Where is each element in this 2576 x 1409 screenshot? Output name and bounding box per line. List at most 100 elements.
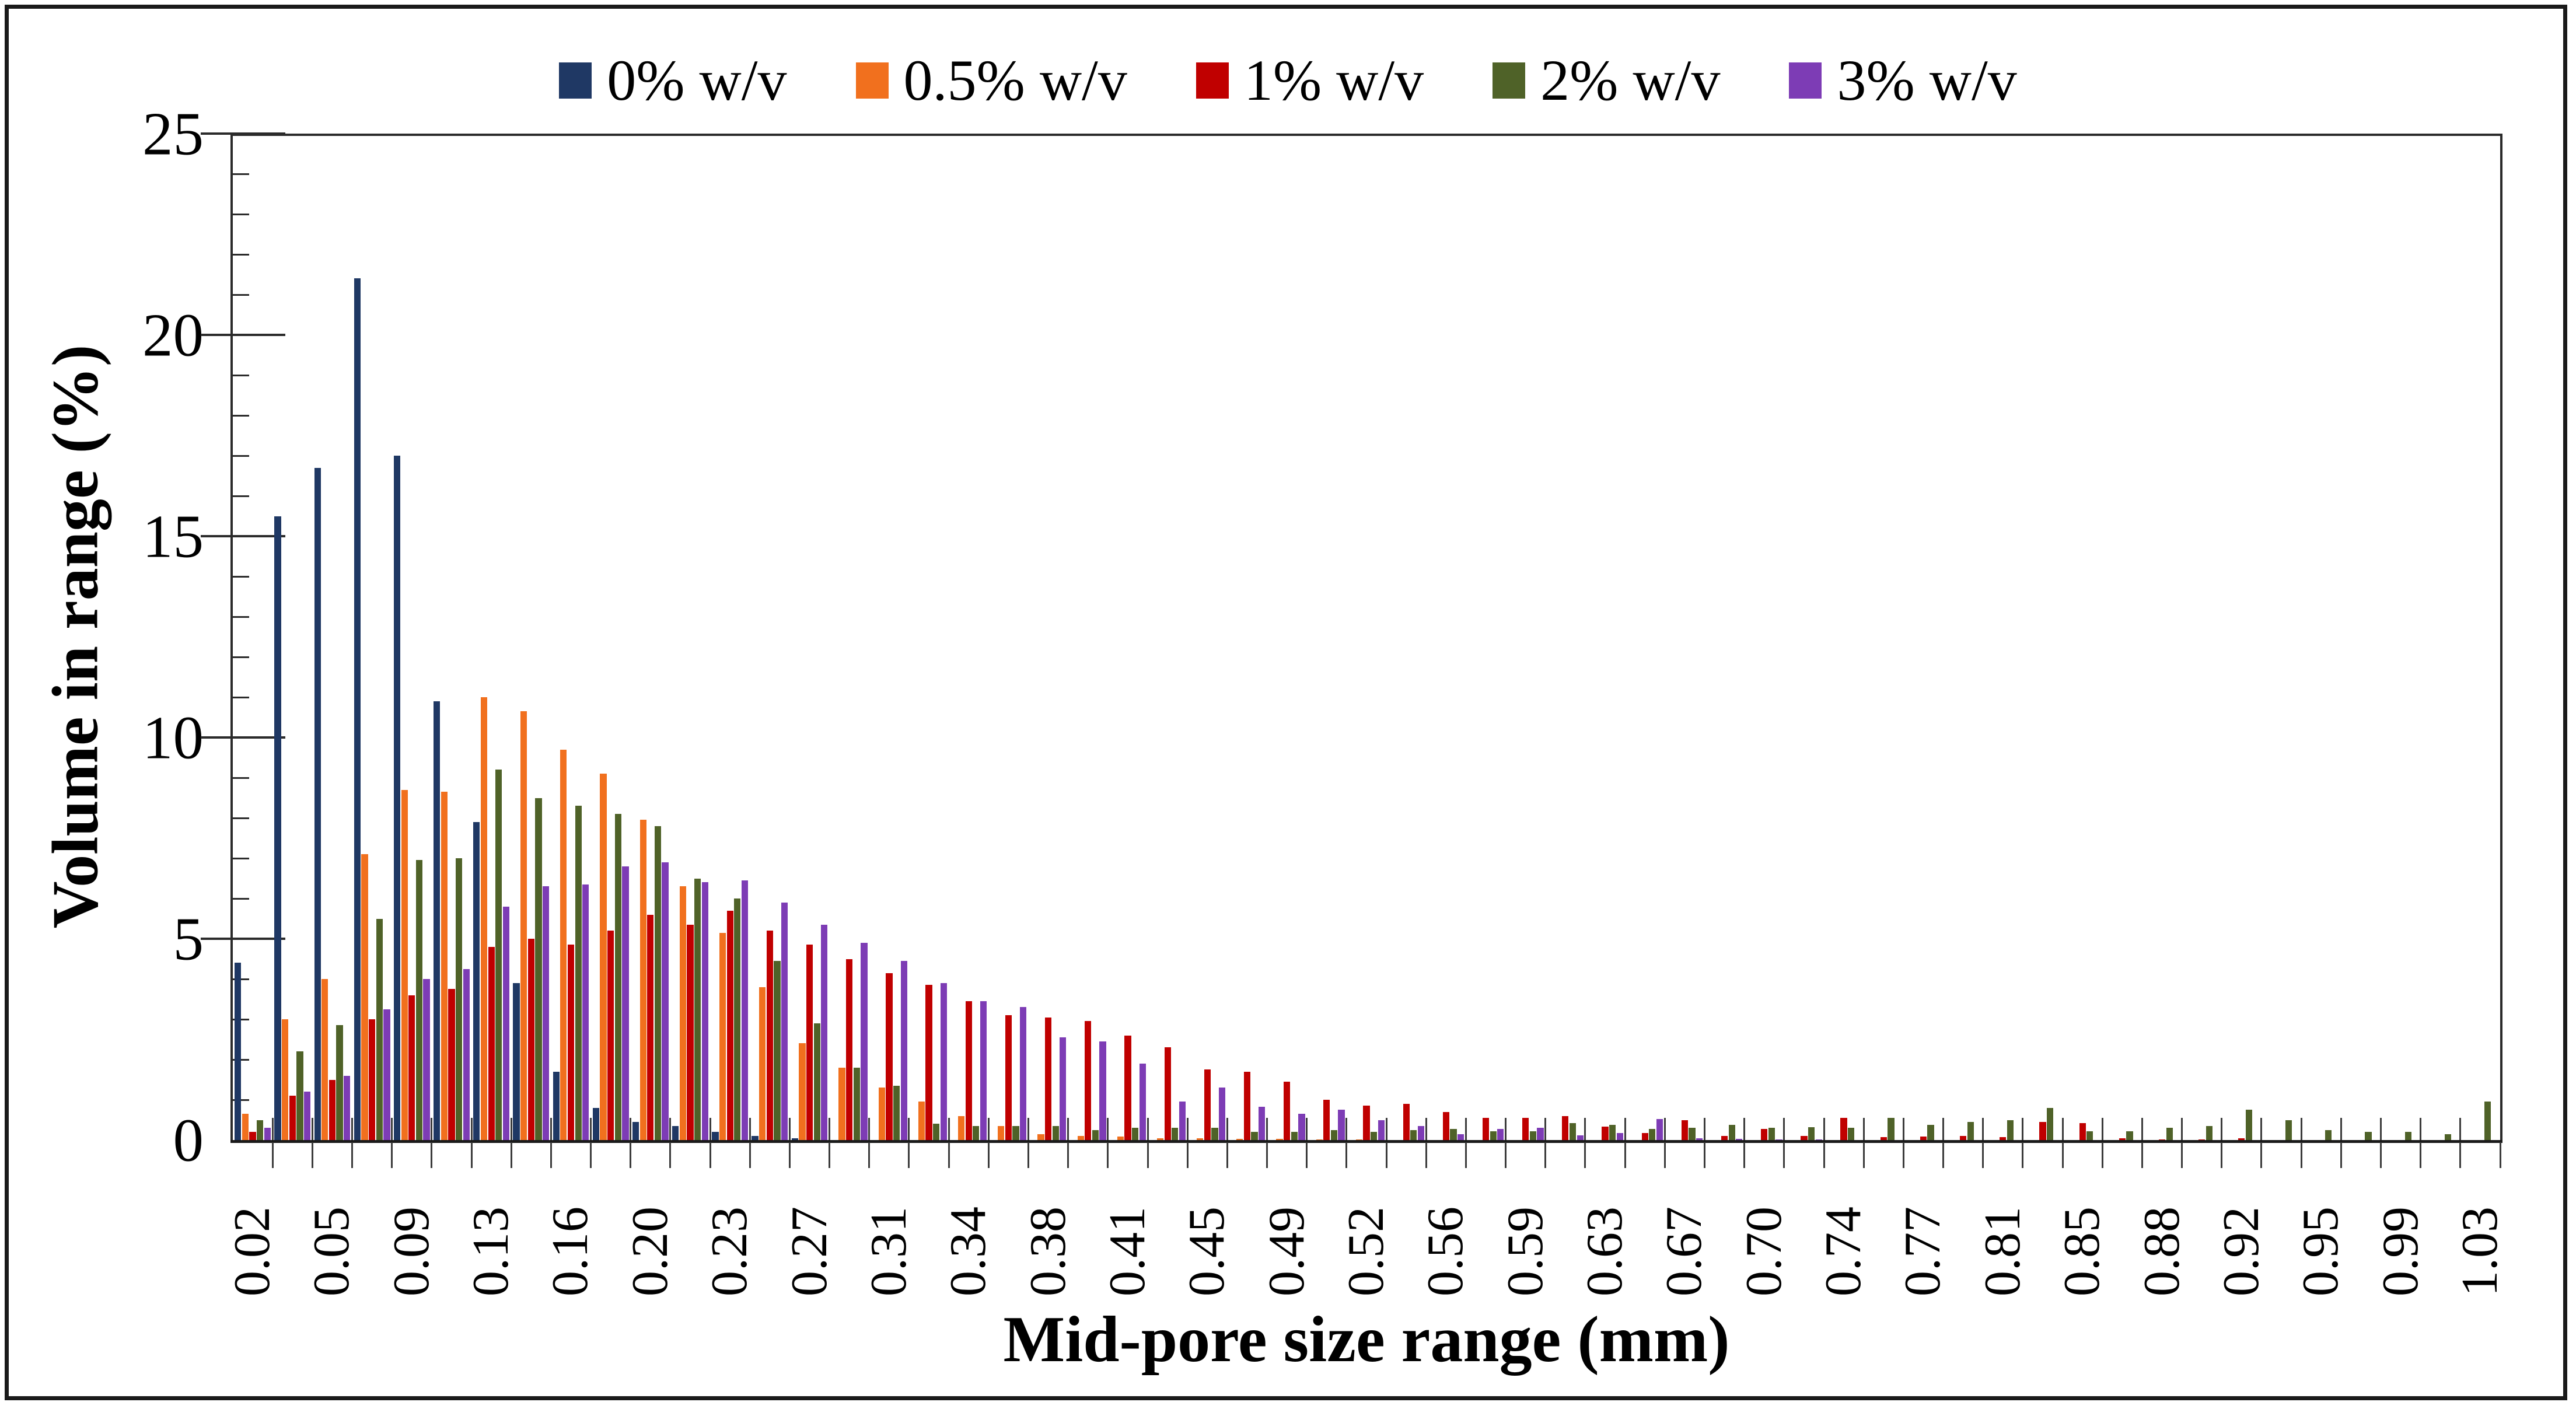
bar-2-w-v (1490, 1131, 1497, 1140)
bar-1-w-v (886, 973, 893, 1140)
x-tick-above (1385, 1118, 1387, 1140)
bar-3-w-v (1577, 1135, 1584, 1140)
x-tick-label: 0.95 (2292, 1207, 2350, 1296)
bar-1-w-v (1721, 1136, 1728, 1140)
bar-1-w-v (1960, 1136, 1967, 1140)
bar-1-w-v (1562, 1116, 1569, 1140)
bar-2-w-v (2007, 1120, 2014, 1140)
bar-2-w-v (853, 1067, 860, 1140)
bar-2-w-v (296, 1051, 303, 1140)
x-tick-above (2340, 1118, 2342, 1140)
x-tick-below (1743, 1142, 1746, 1168)
bar-3-w-v (1338, 1109, 1345, 1140)
x-tick-above (1147, 1118, 1149, 1140)
y-minor-tick (233, 777, 249, 779)
bar-1-w-v (1363, 1106, 1370, 1140)
x-tick-below (510, 1142, 512, 1168)
bar-1-w-v (2238, 1138, 2245, 1140)
x-tick-above (2101, 1118, 2103, 1140)
x-tick-above (1226, 1118, 1228, 1140)
bar-1-w-v (1323, 1100, 1330, 1140)
x-tick-below (868, 1142, 871, 1168)
x-tick-above (829, 1118, 831, 1140)
bar-0-5-w-v (1156, 1138, 1164, 1140)
bar-3-w-v (1616, 1133, 1623, 1140)
bar-1-w-v (1124, 1035, 1131, 1140)
x-tick-below (1584, 1142, 1586, 1168)
bar-3-w-v (1099, 1041, 1106, 1140)
x-tick-label: 0.41 (1099, 1207, 1156, 1296)
bar-2-w-v (2444, 1134, 2451, 1140)
bar-0-5-w-v (1316, 1139, 1323, 1140)
bar-0-w-v (314, 467, 321, 1140)
x-tick-below (1107, 1142, 1109, 1168)
bar-2-w-v (2325, 1130, 2332, 1140)
x-tick-below (1544, 1142, 1547, 1168)
y-tick-label: 0 (173, 1106, 204, 1174)
bar-2-w-v (1808, 1127, 1815, 1140)
x-tick-above (987, 1118, 990, 1140)
bar-2-w-v (575, 806, 582, 1140)
x-tick-above (271, 1118, 274, 1140)
bar-3-w-v (1775, 1139, 1782, 1140)
x-tick-label: 0.85 (2054, 1207, 2111, 1296)
x-tick-label: 0.59 (1497, 1207, 1554, 1296)
x-tick-above (1345, 1118, 1348, 1140)
x-tick-above (1862, 1118, 1865, 1140)
bar-0-w-v (752, 1136, 759, 1140)
bar-3-w-v (1537, 1128, 1544, 1140)
bar-0-w-v (791, 1138, 798, 1140)
bar-1-w-v (2198, 1139, 2205, 1140)
x-tick-above (1067, 1118, 1069, 1140)
bar-1-w-v (289, 1096, 296, 1140)
x-tick-label: 0.16 (542, 1207, 599, 1296)
bar-3-w-v (940, 983, 947, 1140)
bar-0-5-w-v (918, 1102, 925, 1140)
bar-1-w-v (1204, 1069, 1211, 1140)
x-tick-below (1385, 1142, 1387, 1168)
x-tick-above (391, 1118, 393, 1140)
y-tick-label: 20 (142, 300, 204, 369)
x-tick-above (1663, 1118, 1666, 1140)
bar-1-w-v (1243, 1071, 1251, 1140)
bar-1-w-v (1403, 1103, 1410, 1140)
bar-0-w-v (235, 963, 242, 1140)
y-major-tick (201, 736, 285, 739)
y-major-tick (201, 535, 285, 537)
bar-3-w-v (980, 1001, 987, 1140)
bar-0-5-w-v (1037, 1134, 1044, 1140)
x-tick-above (908, 1118, 910, 1140)
bar-1-w-v (1085, 1021, 1092, 1140)
x-tick-below (391, 1142, 393, 1168)
legend-label: 3% w/v (1837, 48, 2017, 113)
bar-2-w-v (973, 1125, 980, 1140)
chart-legend: 0% w/v 0.5% w/v 1% w/v 2% w/v 3% w/v (0, 51, 2576, 110)
y-minor-tick (233, 213, 249, 215)
x-tick-below (470, 1142, 473, 1168)
bar-2-w-v (694, 878, 701, 1140)
x-tick-above (1306, 1118, 1308, 1140)
x-tick-above (1425, 1118, 1427, 1140)
bar-2-w-v (1371, 1132, 1378, 1140)
bar-1-w-v (806, 945, 813, 1140)
bar-3-w-v (264, 1128, 271, 1140)
bar-0-w-v (393, 456, 401, 1140)
bar-3-w-v (1736, 1138, 1743, 1140)
bar-3-w-v (1218, 1088, 1226, 1140)
bar-3-w-v (1139, 1063, 1146, 1140)
x-tick-below (2340, 1142, 2342, 1168)
x-tick-below (1862, 1142, 1865, 1168)
legend-label: 0.5% w/v (903, 48, 1127, 113)
x-tick-label: 0.52 (1338, 1207, 1394, 1296)
bar-1-w-v (488, 946, 495, 1140)
bar-2-w-v (1649, 1128, 1656, 1140)
bar-2-w-v (1967, 1121, 1974, 1140)
bar-2-w-v (1291, 1132, 1298, 1140)
bar-2-w-v (1768, 1128, 1775, 1140)
bar-0-5-w-v (957, 1116, 965, 1140)
bar-1-w-v (1761, 1128, 1768, 1140)
y-tick-label: 10 (142, 703, 204, 772)
y-major-tick (201, 334, 285, 336)
bar-3-w-v (741, 880, 749, 1140)
